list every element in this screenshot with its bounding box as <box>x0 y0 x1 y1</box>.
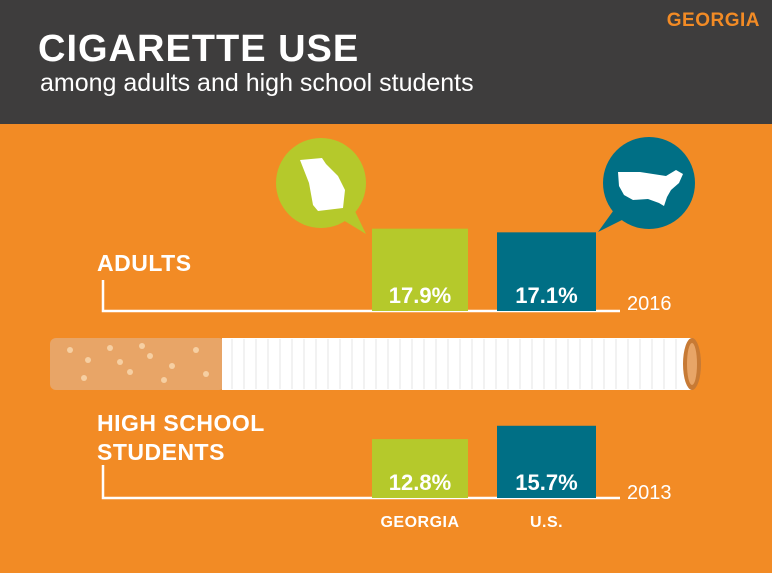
filter-speck <box>117 359 123 365</box>
row-label: STUDENTS <box>97 439 225 465</box>
filter-speck <box>203 371 209 377</box>
filter-speck <box>169 363 175 369</box>
bar-value-label: 17.9% <box>389 283 451 308</box>
bar-value-label: 15.7% <box>515 470 577 495</box>
cigarette-tobacco-core <box>687 343 697 385</box>
us-map-icon <box>618 170 683 206</box>
state-tag: GEORGIA <box>666 10 760 31</box>
filter-speck <box>147 353 153 359</box>
bar-us <box>497 425 596 498</box>
us-bubble-tail <box>598 207 626 232</box>
filter-speck <box>81 375 87 381</box>
filter-speck <box>161 377 167 383</box>
page-title: CIGARETTE USE <box>38 28 360 70</box>
bar-georgia <box>372 439 468 498</box>
category-label: GEORGIA <box>380 514 459 531</box>
bar-value-label: 12.8% <box>389 470 451 495</box>
category-label: U.S. <box>530 514 563 531</box>
bar-us <box>497 232 596 311</box>
filter-speck <box>127 369 133 375</box>
filter-speck <box>139 343 145 349</box>
row-label: HIGH SCHOOL <box>97 410 265 436</box>
filter-speck <box>107 345 113 351</box>
georgia-bubble-tail <box>343 205 366 234</box>
cigarette-filter <box>50 338 225 390</box>
filter-speck <box>67 347 73 353</box>
cigarette-paper <box>222 338 692 390</box>
georgia-map-icon <box>300 158 345 211</box>
bar-georgia <box>372 228 468 311</box>
year-label: 2013 <box>627 482 672 504</box>
page-subtitle: among adults and high school students <box>40 69 474 97</box>
bar-value-label: 17.1% <box>515 283 577 308</box>
filter-speck <box>193 347 199 353</box>
year-label: 2016 <box>627 293 672 315</box>
header-band: GEORGIA CIGARETTE USE among adults and h… <box>0 0 772 124</box>
filter-speck <box>85 357 91 363</box>
row-label: ADULTS <box>97 250 192 276</box>
